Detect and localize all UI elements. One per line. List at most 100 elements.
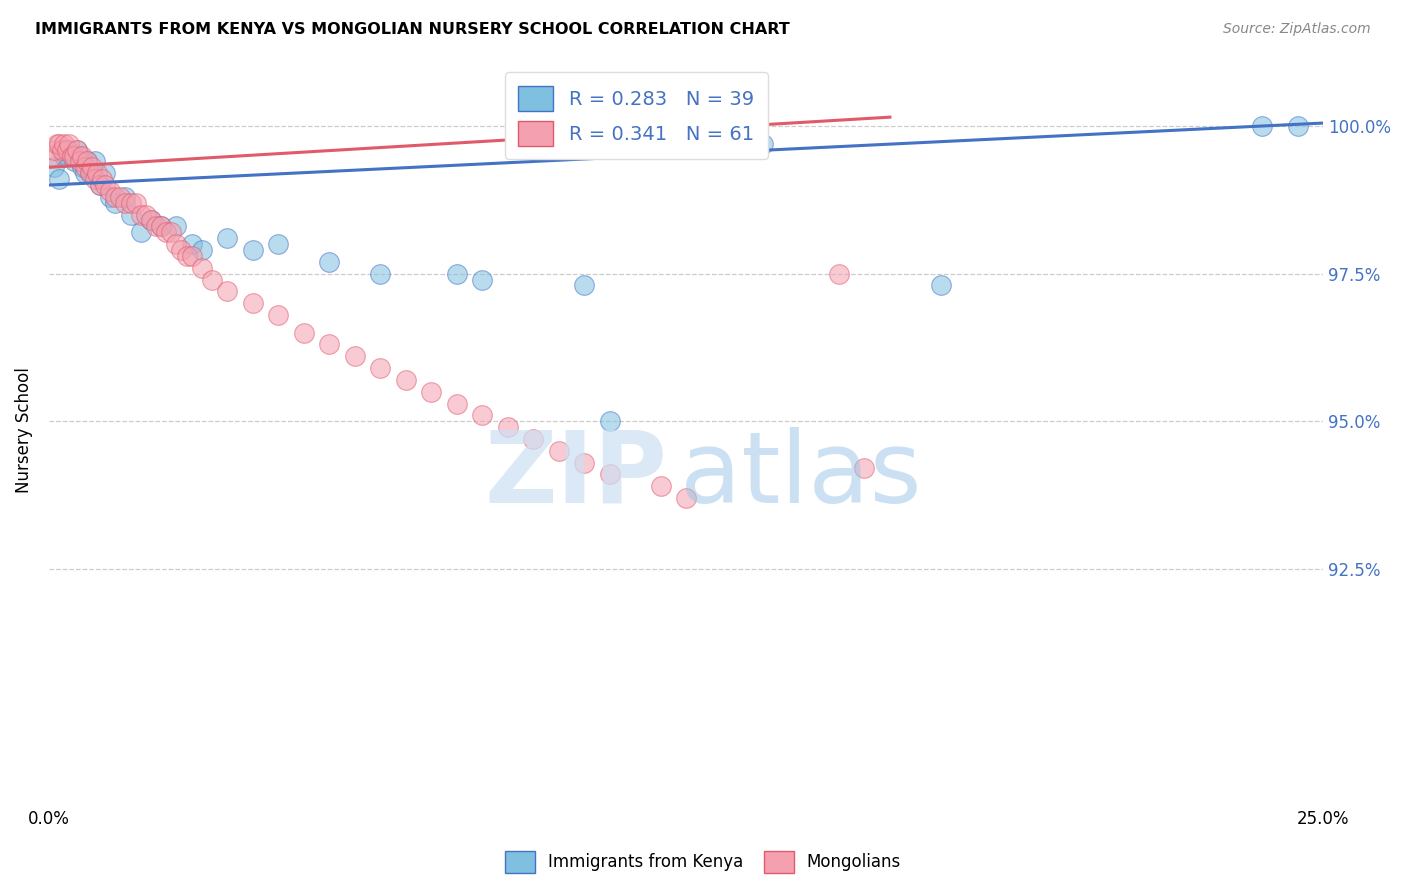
- Point: [79, 166, 101, 180]
- Point: [51, 143, 73, 157]
- Point: [929, 278, 952, 293]
- Point: [120, 195, 142, 210]
- Text: atlas: atlas: [679, 426, 921, 524]
- Legend: Immigrants from Kenya, Mongolians: Immigrants from Kenya, Mongolians: [498, 845, 908, 880]
- Legend: R = 0.283   N = 39, R = 0.341   N = 61: R = 0.283 N = 39, R = 0.341 N = 61: [505, 72, 768, 160]
- Point: [145, 219, 167, 234]
- Point: [292, 326, 315, 340]
- Point: [48, 172, 70, 186]
- Point: [63, 154, 86, 169]
- Point: [180, 249, 202, 263]
- Point: [91, 172, 114, 186]
- Point: [191, 243, 214, 257]
- Point: [217, 285, 239, 299]
- Point: [139, 213, 162, 227]
- Point: [267, 237, 290, 252]
- Point: [165, 237, 187, 252]
- Point: [318, 337, 340, 351]
- Point: [56, 148, 79, 162]
- Point: [201, 272, 224, 286]
- Point: [675, 491, 697, 505]
- Point: [180, 237, 202, 252]
- Y-axis label: Nursery School: Nursery School: [15, 368, 32, 493]
- Point: [73, 161, 96, 175]
- Point: [267, 308, 290, 322]
- Point: [572, 456, 595, 470]
- Point: [446, 267, 468, 281]
- Text: ZIP: ZIP: [484, 426, 666, 524]
- Point: [1251, 119, 1274, 133]
- Point: [572, 278, 595, 293]
- Point: [82, 161, 104, 175]
- Point: [139, 213, 162, 227]
- Point: [83, 154, 105, 169]
- Point: [170, 243, 193, 257]
- Point: [547, 443, 569, 458]
- Point: [129, 208, 152, 222]
- Point: [98, 190, 121, 204]
- Point: [368, 361, 391, 376]
- Point: [242, 296, 264, 310]
- Point: [1286, 119, 1309, 133]
- Point: [110, 190, 132, 204]
- Point: [73, 166, 96, 180]
- Point: [53, 136, 76, 151]
- Point: [828, 267, 851, 281]
- Point: [191, 260, 214, 275]
- Point: [83, 172, 105, 186]
- Point: [98, 184, 121, 198]
- Point: [42, 143, 65, 157]
- Point: [150, 219, 173, 234]
- Point: [135, 208, 157, 222]
- Point: [63, 148, 86, 162]
- Point: [124, 195, 146, 210]
- Point: [82, 166, 104, 180]
- Point: [79, 166, 101, 180]
- Point: [853, 461, 876, 475]
- Point: [446, 396, 468, 410]
- Point: [42, 161, 65, 175]
- Point: [165, 219, 187, 234]
- Point: [70, 161, 93, 175]
- Point: [56, 143, 79, 157]
- Point: [69, 154, 91, 169]
- Point: [160, 225, 183, 239]
- Point: [76, 154, 98, 169]
- Point: [66, 143, 89, 157]
- Point: [420, 384, 443, 399]
- Point: [650, 479, 672, 493]
- Point: [318, 255, 340, 269]
- Point: [395, 373, 418, 387]
- Point: [53, 148, 76, 162]
- Point: [751, 136, 773, 151]
- Point: [66, 143, 89, 157]
- Point: [155, 225, 177, 239]
- Point: [242, 243, 264, 257]
- Point: [104, 190, 127, 204]
- Point: [89, 178, 111, 192]
- Point: [368, 267, 391, 281]
- Point: [45, 136, 67, 151]
- Point: [522, 432, 544, 446]
- Point: [471, 272, 494, 286]
- Point: [58, 143, 80, 157]
- Point: [120, 208, 142, 222]
- Point: [217, 231, 239, 245]
- Point: [94, 166, 117, 180]
- Point: [150, 219, 173, 234]
- Point: [176, 249, 198, 263]
- Point: [89, 178, 111, 192]
- Text: Source: ZipAtlas.com: Source: ZipAtlas.com: [1223, 22, 1371, 37]
- Point: [496, 420, 519, 434]
- Point: [70, 148, 93, 162]
- Point: [94, 178, 117, 192]
- Point: [69, 148, 91, 162]
- Text: IMMIGRANTS FROM KENYA VS MONGOLIAN NURSERY SCHOOL CORRELATION CHART: IMMIGRANTS FROM KENYA VS MONGOLIAN NURSE…: [35, 22, 790, 37]
- Point: [48, 136, 70, 151]
- Point: [599, 414, 621, 428]
- Point: [471, 409, 494, 423]
- Point: [129, 225, 152, 239]
- Point: [104, 195, 127, 210]
- Point: [41, 148, 63, 162]
- Point: [599, 467, 621, 482]
